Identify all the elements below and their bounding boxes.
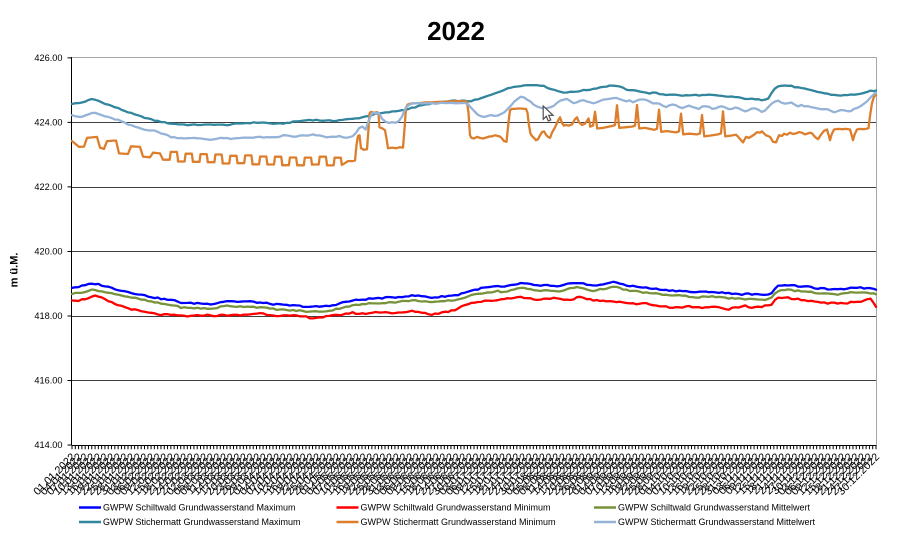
svg-text:416.00: 416.00 <box>34 376 62 386</box>
svg-text:GWPW Schiltwald Grundwassersta: GWPW Schiltwald Grundwasserstand Maximum <box>103 503 296 513</box>
svg-text:GWPW Schiltwald Grundwassersta: GWPW Schiltwald Grundwasserstand Minimum <box>361 503 551 513</box>
svg-text:422.00: 422.00 <box>34 182 62 192</box>
svg-text:2022: 2022 <box>427 16 485 46</box>
svg-text:m ü.M.: m ü.M. <box>9 253 21 288</box>
svg-text:GWPW Schiltwald Grundwassersta: GWPW Schiltwald Grundwasserstand Mittelw… <box>618 503 811 513</box>
svg-text:GWPW Stichermatt Grundwasserst: GWPW Stichermatt Grundwasserstand Minimu… <box>361 517 556 527</box>
svg-text:418.00: 418.00 <box>34 311 62 321</box>
svg-text:GWPW Stichermatt Grundwasserst: GWPW Stichermatt Grundwasserstand Mittel… <box>618 517 816 527</box>
svg-text:426.00: 426.00 <box>34 53 62 63</box>
svg-text:GWPW Stichermatt Grundwasserst: GWPW Stichermatt Grundwasserstand Maximu… <box>103 517 301 527</box>
svg-text:414.00: 414.00 <box>34 440 62 450</box>
svg-text:424.00: 424.00 <box>34 118 62 128</box>
svg-text:420.00: 420.00 <box>34 247 62 257</box>
